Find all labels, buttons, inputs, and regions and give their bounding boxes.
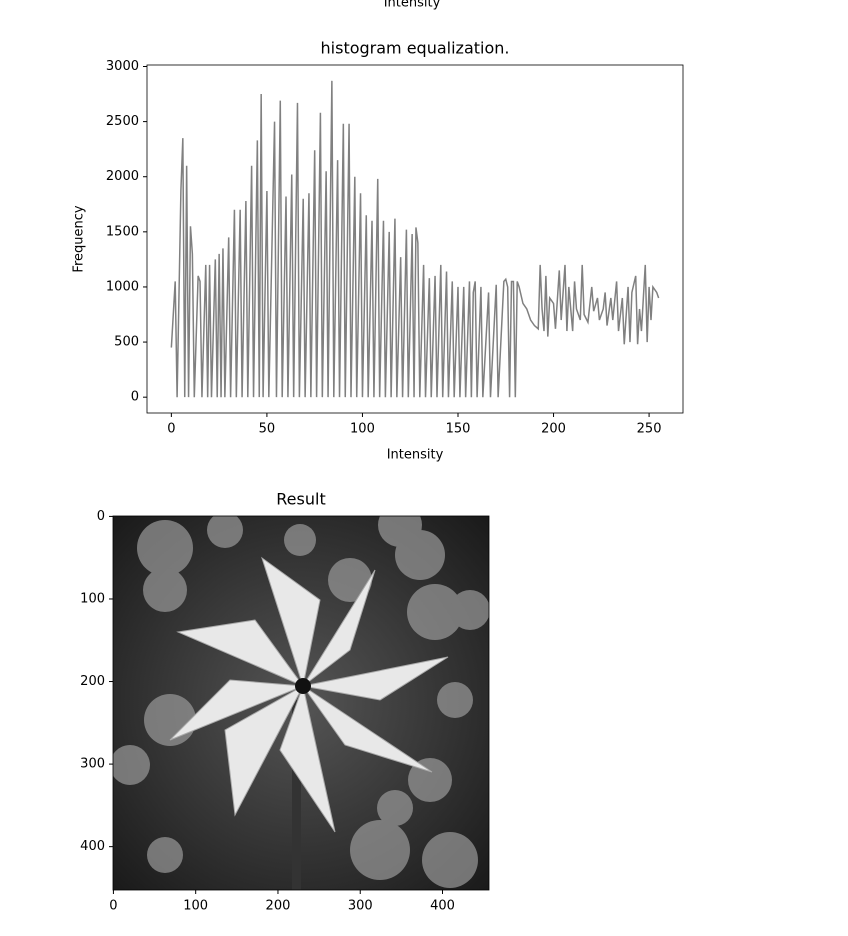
x-tick-label: 50 [259, 422, 276, 437]
y-tick-label: 400 [80, 839, 105, 854]
x-tick-label: 100 [183, 899, 208, 914]
x-tick-label: 0 [167, 422, 175, 437]
x-tick-label: 200 [266, 899, 291, 914]
y-tick-label: 300 [80, 757, 105, 772]
y-tick-label: 0 [97, 509, 105, 524]
y-tick-label: 3000 [106, 59, 139, 74]
x-tick-label: 300 [348, 899, 373, 914]
axes-frame [112, 515, 490, 891]
y-tick-label: 100 [80, 591, 105, 606]
y-tick-label: 1000 [106, 279, 139, 294]
y-tick-label: 200 [80, 674, 105, 689]
y-tick-label: 1500 [106, 224, 139, 239]
x-tick-label: 200 [541, 422, 566, 437]
result-image [113, 516, 489, 890]
y-tick-label: 500 [114, 335, 139, 350]
x-tick-label: 150 [446, 422, 471, 437]
x-axis-label: Intensity [387, 448, 444, 463]
y-tick-label: 2000 [106, 169, 139, 184]
cut-off-label: Intensity [384, 0, 441, 11]
chart-title: Result [276, 490, 325, 509]
axes-frame [146, 64, 684, 414]
chart-title: histogram equalization. [321, 39, 510, 58]
y-tick-label: 0 [131, 390, 139, 405]
x-tick-label: 400 [430, 899, 455, 914]
x-tick-label: 100 [350, 422, 375, 437]
x-tick-label: 250 [637, 422, 662, 437]
y-axis-label: Frequency [72, 205, 87, 272]
line-series [170, 80, 660, 398]
x-tick-label: 0 [109, 899, 117, 914]
y-tick-label: 2500 [106, 114, 139, 129]
